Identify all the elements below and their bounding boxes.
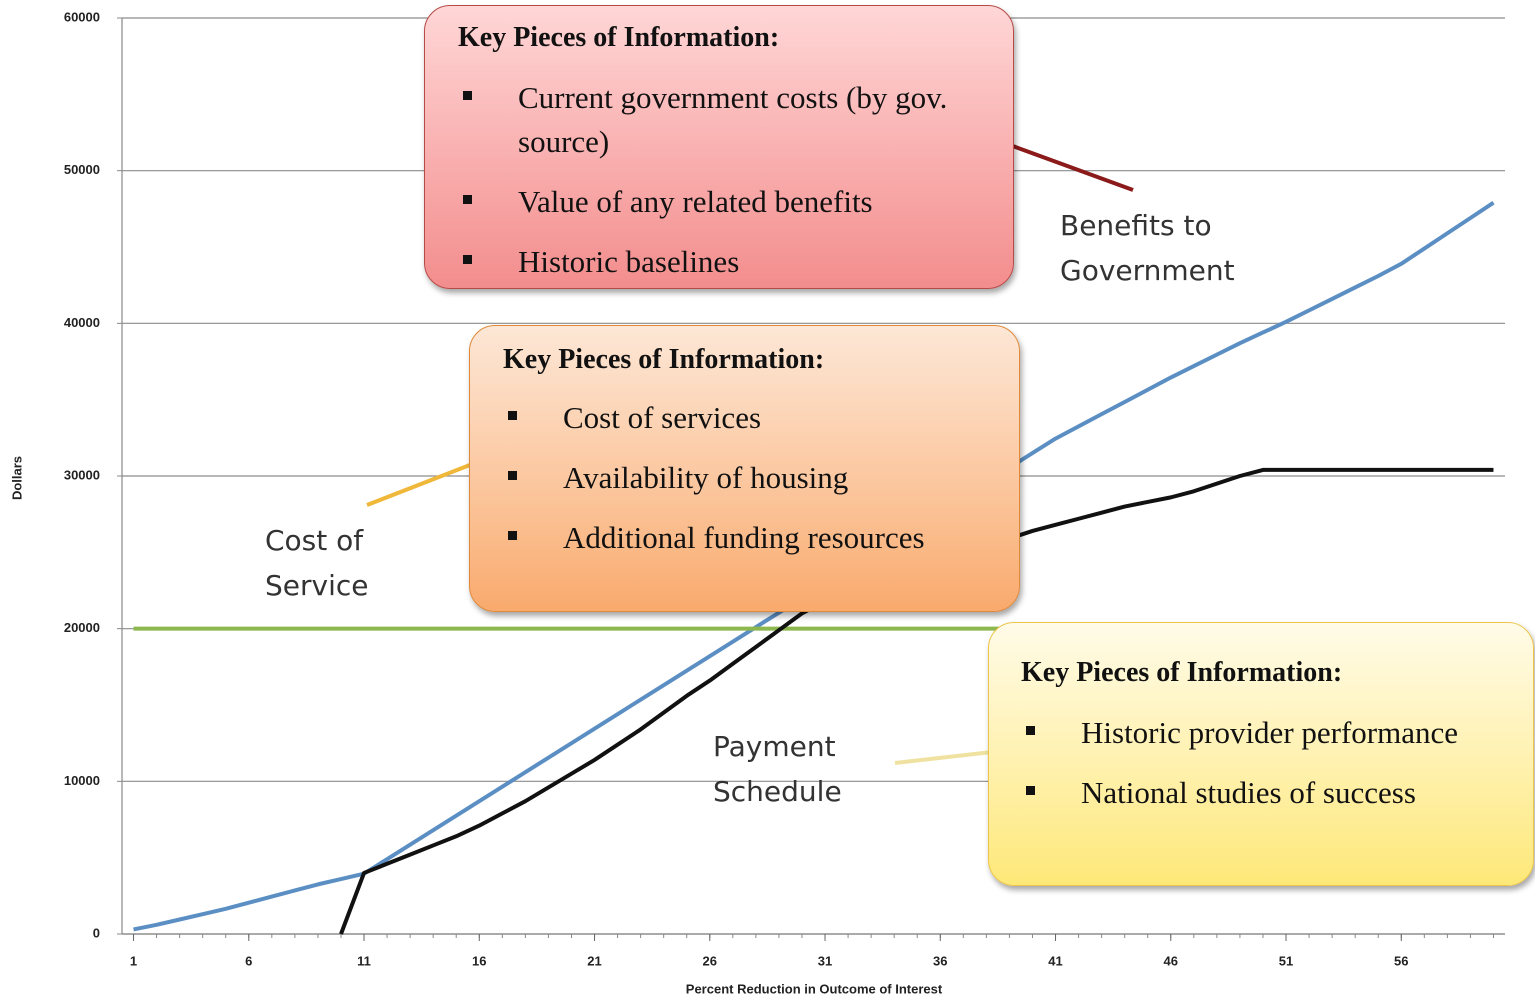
callout-item: Value of any related benefits <box>463 180 983 224</box>
x-tick-label: 46 <box>1164 953 1178 968</box>
callout-item: Availability of housing <box>508 456 933 500</box>
y-tick-label: 10000 <box>64 773 100 788</box>
callout: Key Pieces of Information: Cost of servi… <box>469 325 1020 612</box>
x-tick-label: 36 <box>933 953 947 968</box>
callout-item: Current government costs (by gov. source… <box>463 76 983 164</box>
y-tick-label: 40000 <box>64 315 100 330</box>
y-tick-label: 20000 <box>64 620 100 635</box>
callout-item: Cost of services <box>508 396 933 440</box>
x-tick-label: 31 <box>818 953 832 968</box>
callout-list: Current government costs (by gov. source… <box>463 76 983 300</box>
x-tick-label: 26 <box>703 953 717 968</box>
x-tick-label: 21 <box>587 953 601 968</box>
x-tick-label: 1 <box>130 953 137 968</box>
x-tick-label: 56 <box>1394 953 1408 968</box>
callout-list: Historic provider performance National st… <box>1026 711 1493 831</box>
callout-item: National studies of success <box>1026 771 1493 815</box>
callout-item: Historic baselines <box>463 240 983 284</box>
leader-line <box>1009 143 1134 192</box>
callout-title: Key Pieces of Information: <box>458 22 780 53</box>
y-tick-label: 30000 <box>64 467 100 482</box>
annotation: Government <box>1060 254 1235 287</box>
callout: Key Pieces of Information: Historic prov… <box>988 622 1534 886</box>
x-tick-label: 6 <box>245 953 252 968</box>
x-axis-title: Percent Reduction in Outcome of Interest <box>686 981 943 996</box>
annotation: Schedule <box>713 775 842 808</box>
x-tick-label: 41 <box>1048 953 1062 968</box>
callout-item: Additional funding resources <box>508 516 933 560</box>
y-tick-label: 50000 <box>64 162 100 177</box>
callout-title: Key Pieces of Information: <box>503 344 825 375</box>
annotation: Service <box>265 569 368 602</box>
callout-title: Key Pieces of Information: <box>1021 657 1343 688</box>
x-tick-label: 51 <box>1279 953 1293 968</box>
x-tick-label: 11 <box>357 953 371 968</box>
x-tick-label: 16 <box>472 953 486 968</box>
annotation: Benefits to <box>1060 209 1212 242</box>
leader-line <box>366 461 476 507</box>
callout-list: Cost of services Availability of housing A… <box>508 396 933 576</box>
y-tick-label: 0 <box>93 925 100 940</box>
leader-line <box>894 750 993 765</box>
y-tick-label: 60000 <box>64 9 100 24</box>
y-axis-title: Dollars <box>9 456 24 500</box>
annotation: Payment <box>713 730 836 763</box>
callout-item: Historic provider performance <box>1026 711 1493 755</box>
annotation: Cost of <box>265 524 364 557</box>
callout: Key Pieces of Information: Current gover… <box>424 5 1014 289</box>
